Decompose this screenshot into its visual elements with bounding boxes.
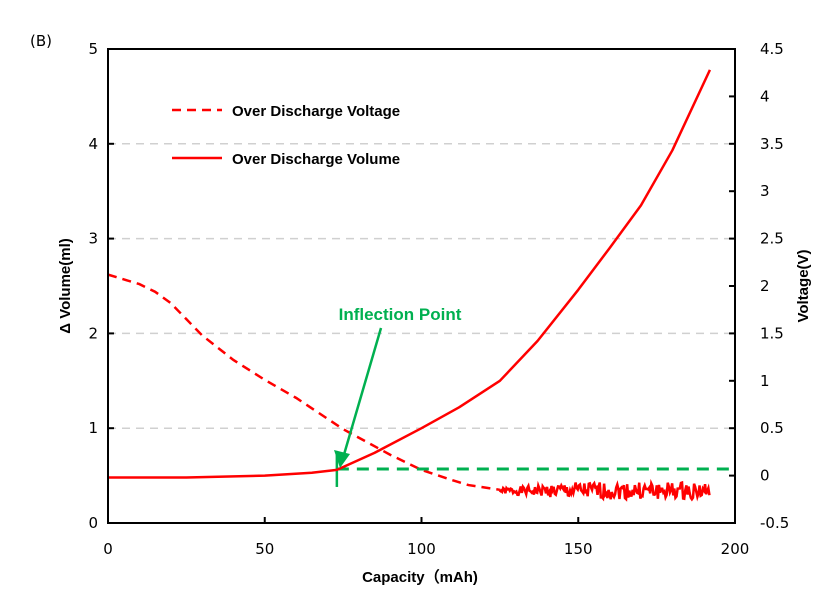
plot-frame: [107, 48, 736, 524]
y-right-tick-label: 3: [760, 182, 770, 200]
x-tick-label: 50: [255, 540, 274, 558]
y-right-tick-label: 1.5: [760, 324, 784, 342]
y-right-axis-label: Voltage(V): [795, 249, 812, 322]
x-tick-label: 0: [103, 540, 113, 558]
y-right-tick-label: 4.5: [760, 40, 784, 58]
legend: Over Discharge Voltage Over Discharge Vo…: [172, 103, 400, 168]
panel-label: (B): [30, 32, 52, 50]
y-right-tick-label: 4: [760, 87, 770, 105]
y-right-tick-label: 0.5: [760, 419, 784, 437]
x-tick-label: 150: [564, 540, 593, 558]
legend-label-voltage: Over Discharge Voltage: [232, 103, 400, 120]
voltage-series-line: [107, 273, 501, 492]
y-left-tick-label: 3: [88, 230, 98, 248]
y-left-tick-label: 1: [88, 419, 98, 437]
inflection-label: Inflection Point: [339, 305, 462, 324]
y-left-axis-label: Δ Volume(ml): [57, 238, 74, 334]
y-right-tick-label: 3.5: [760, 135, 784, 153]
y-right-tick-label: 2.5: [760, 230, 784, 248]
x-tick-label: 100: [407, 540, 436, 558]
inflection-arrow-shaft: [341, 327, 383, 459]
voltage-noise-tail: [498, 478, 711, 502]
y-left-tick-label: 4: [88, 135, 98, 153]
y-left-tick-label: 0: [88, 514, 98, 532]
volume-series-line: [108, 69, 712, 479]
legend-label-volume: Over Discharge Volume: [232, 151, 400, 168]
x-axis-label: Capacity（mAh): [362, 568, 478, 586]
x-tick-label: 200: [721, 540, 750, 558]
y-left-tick-label: 2: [88, 324, 98, 342]
y-right-tick-label: 0: [760, 467, 770, 485]
y-right-tick-label: 2: [760, 277, 770, 295]
y-left-tick-label: 5: [88, 40, 98, 58]
y-right-tick-label: 1: [760, 372, 770, 390]
inflection-arrow-head: [334, 450, 350, 468]
y-right-tick-label: -0.5: [760, 514, 789, 532]
inflection-annotation: Inflection Point: [334, 305, 462, 468]
